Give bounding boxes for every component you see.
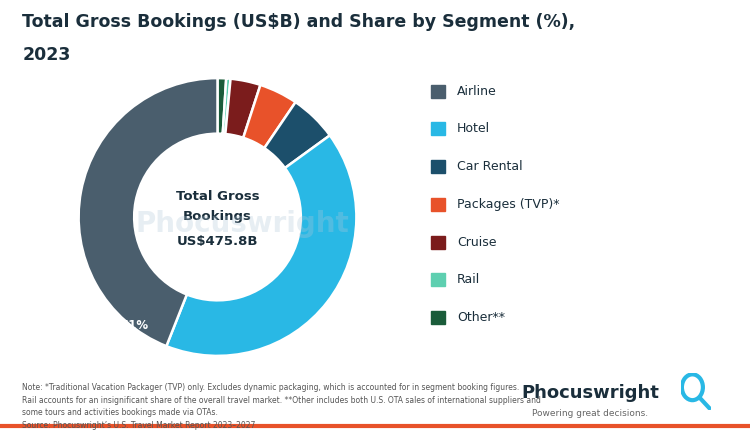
Wedge shape xyxy=(225,79,260,138)
Text: 41%: 41% xyxy=(120,319,148,332)
Text: Rail: Rail xyxy=(457,273,480,286)
Text: US$475.8B: US$475.8B xyxy=(177,236,258,249)
Wedge shape xyxy=(223,79,230,134)
Text: Phocuswright: Phocuswright xyxy=(136,210,350,238)
Wedge shape xyxy=(166,135,356,356)
Text: Airline: Airline xyxy=(457,85,497,98)
Wedge shape xyxy=(217,78,226,134)
Text: Bookings: Bookings xyxy=(183,210,252,224)
Text: Note: *Traditional Vacation Packager (TVP) only. Excludes dynamic packaging, whi: Note: *Traditional Vacation Packager (TV… xyxy=(22,383,542,434)
Text: Powering great decisions.: Powering great decisions. xyxy=(532,409,649,418)
Text: Packages (TVP)*: Packages (TVP)* xyxy=(457,198,560,211)
Wedge shape xyxy=(79,78,218,346)
Text: Cruise: Cruise xyxy=(457,236,497,249)
Text: Hotel: Hotel xyxy=(457,122,490,135)
Text: Total Gross: Total Gross xyxy=(176,190,260,203)
Text: Car Rental: Car Rental xyxy=(457,160,522,173)
Text: Total Gross Bookings (US$B) and Share by Segment (%),: Total Gross Bookings (US$B) and Share by… xyxy=(22,13,576,31)
Wedge shape xyxy=(264,102,330,168)
Wedge shape xyxy=(243,85,296,148)
Text: 2023: 2023 xyxy=(22,46,70,63)
Text: Phocuswright: Phocuswright xyxy=(521,384,659,402)
Text: Other**: Other** xyxy=(457,311,505,324)
